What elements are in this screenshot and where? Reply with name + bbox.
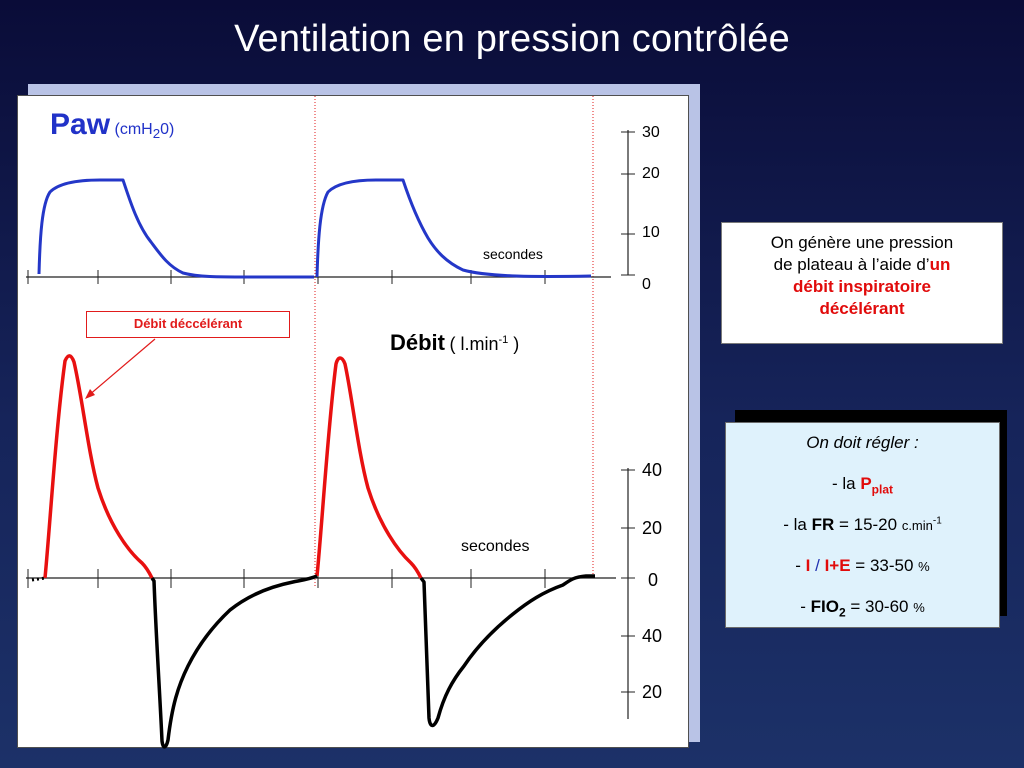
flow-expiratory-1 — [150, 574, 318, 749]
settings-item-fio2: - FIO2 = 30-60 % — [800, 597, 925, 620]
flow-tick-bottom-40: 40 — [642, 626, 663, 646]
waveform-svg — [26, 96, 635, 749]
pressure-tick-30: 30 — [642, 124, 660, 141]
pressure-tick-10: 10 — [642, 224, 660, 241]
flow-expiratory-2 — [419, 574, 595, 728]
callout-arrow — [87, 338, 156, 397]
callout-arrowhead — [85, 389, 95, 399]
pressure-label-main: Paw — [50, 108, 111, 141]
flow-time-ticks — [27, 569, 546, 588]
flow-label-unit: ( l.min-1 ) — [449, 334, 520, 354]
pressure-label: Paw (cmH20) — [50, 108, 174, 142]
flow-tick-bottom-20: 20 — [642, 682, 663, 702]
flow-inspiratory-2 — [315, 356, 423, 579]
pressure-tick-0: 0 — [642, 276, 651, 293]
flow-expiratory-start — [31, 576, 46, 582]
flow-inspiratory-1 — [43, 354, 154, 579]
flow-tick-top-40: 40 — [642, 460, 663, 480]
info-line-3: débit inspiratoire — [793, 277, 931, 296]
info-line-2: de plateau à l’aide d’un — [773, 255, 951, 274]
info-line-4: décélérant — [819, 299, 905, 318]
pressure-value-ticks — [621, 131, 635, 276]
info-box: On génère une pression de plateau à l’ai… — [721, 222, 1003, 344]
flow-label: Débit ( l.min-1 ) — [390, 330, 519, 356]
flow-value-ticks — [621, 469, 635, 693]
settings-item-fr: - la FR = 15-20 c.min-1 — [783, 515, 942, 534]
pressure-waveform — [37, 178, 592, 279]
flow-time-label: secondes — [461, 538, 530, 555]
pressure-time-label: secondes — [483, 246, 543, 262]
settings-item-ie: - I / I+E = 33-50 % — [795, 556, 930, 575]
settings-box: On doit régler : - la Pplat - la FR = 15… — [725, 422, 1000, 628]
pressure-tick-20: 20 — [642, 165, 660, 182]
slide-title: Ventilation en pression contrôlée — [234, 18, 790, 60]
settings-heading: On doit régler : — [806, 433, 919, 452]
pressure-label-unit: (cmH20) — [114, 121, 175, 142]
flow-label-main: Débit — [390, 330, 445, 355]
info-line-1: On génère une pression — [770, 233, 954, 252]
settings-item-pplat: - la Pplat — [831, 474, 894, 497]
callout-decelerating-flow: Débit déccélérant — [86, 311, 290, 338]
flow-tick-top-20: 20 — [642, 518, 663, 538]
waveform-panel: Paw (cmH20) secondes 30 20 10 0 Débit dé… — [17, 95, 689, 749]
flow-tick-zero: 0 — [648, 570, 659, 590]
